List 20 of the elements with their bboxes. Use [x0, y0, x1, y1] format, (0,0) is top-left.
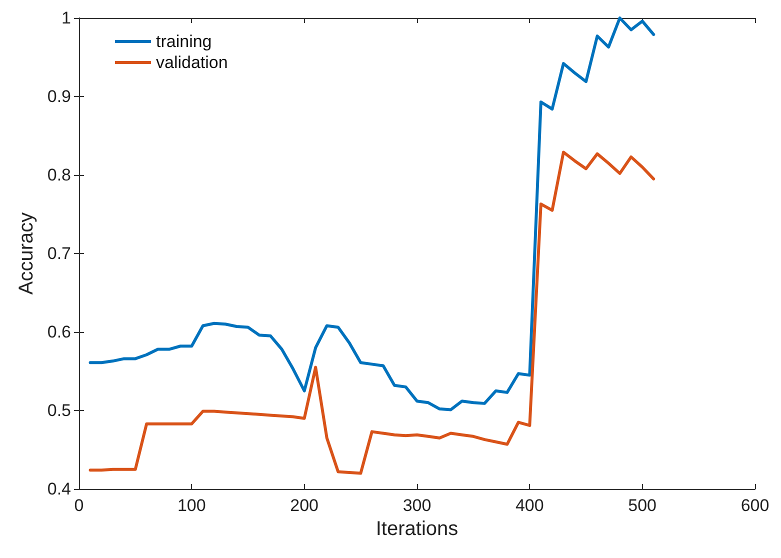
- y-tick-label: 0.5: [47, 401, 71, 420]
- legend-label: validation: [156, 53, 228, 72]
- x-tick-label: 0: [74, 496, 84, 515]
- y-tick-label: 0.6: [47, 322, 71, 342]
- y-tick-label: 1: [62, 8, 71, 28]
- x-tick-label: 600: [740, 496, 770, 515]
- x-tick-label: 400: [515, 496, 544, 515]
- x-tick-label: 200: [290, 496, 319, 515]
- x-axis-title: Iterations: [376, 518, 458, 540]
- line-series: [88, 150, 656, 475]
- y-tick-label: 0.7: [47, 244, 71, 263]
- y-axis-title: Accuracy: [15, 212, 38, 295]
- legend-label: training: [156, 32, 212, 51]
- y-tick-label: 0.8: [47, 166, 71, 184]
- y-tick-label: 0.9: [47, 87, 71, 106]
- y-tick-label: 0.4: [47, 480, 71, 498]
- x-tick-label: 500: [628, 496, 657, 515]
- line-series: [88, 16, 656, 412]
- x-tick-label: 100: [177, 496, 206, 515]
- x-tick-label: 300: [402, 496, 432, 515]
